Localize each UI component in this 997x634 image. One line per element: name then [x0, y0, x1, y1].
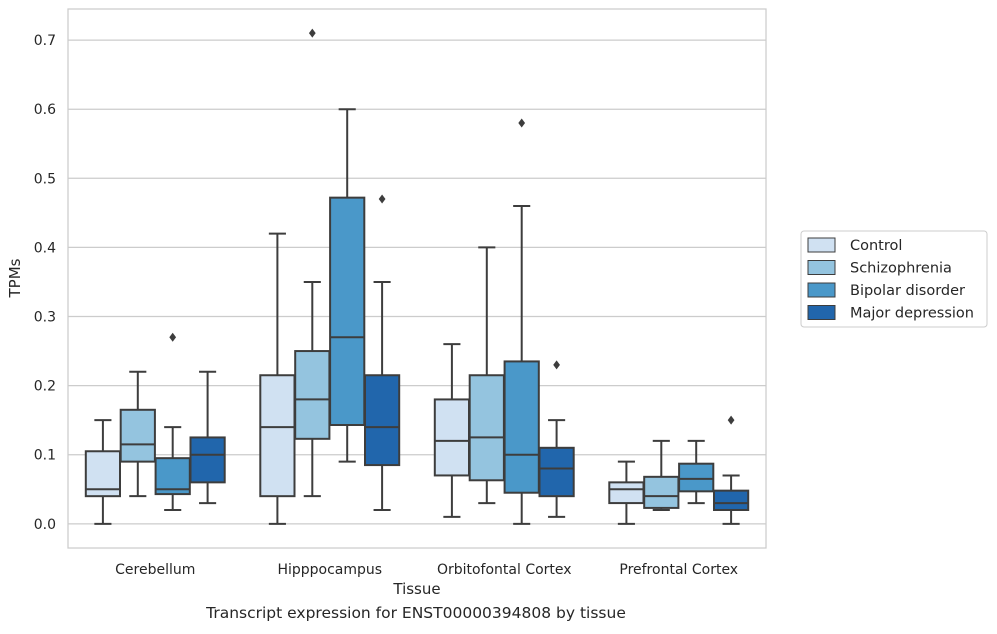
x-tick-label: Cerebellum [115, 562, 195, 578]
legend-label: Major depression [850, 306, 974, 322]
y-axis-label: TPMs [6, 258, 24, 298]
box-series [84, 28, 750, 525]
x-tick-label: Orbitofontal Cortex [437, 562, 572, 578]
x-axis-label: Tissue [392, 580, 440, 598]
box [119, 370, 156, 498]
box-body [329, 196, 366, 426]
outlier-point [727, 415, 735, 425]
y-tick-label: 0.7 [34, 33, 56, 49]
series-group [189, 194, 750, 525]
box-body [363, 374, 401, 467]
legend: Control Schizophrenia Bipolar disorder Majo… [800, 230, 988, 328]
box-body [538, 446, 575, 498]
box-body [678, 462, 715, 493]
y-tick-label: 0.0 [34, 517, 56, 533]
outlier-point [553, 360, 560, 370]
x-tick-label: Prefrontal Cortex [619, 562, 738, 578]
box [678, 439, 715, 505]
outlier-point [378, 194, 386, 204]
box-body [468, 374, 505, 482]
box [503, 118, 540, 525]
series-group [154, 108, 715, 525]
box [154, 332, 191, 511]
plot-frame [67, 8, 767, 549]
box [643, 439, 680, 511]
legend-item: Control [807, 237, 902, 254]
legend-item: Schizophrenia [807, 260, 952, 277]
x-tick-label: Hipppocampus [277, 562, 382, 578]
legend-swatch [807, 305, 836, 320]
legend-swatch [807, 260, 836, 275]
box-body [294, 350, 331, 440]
legend-frame [800, 230, 988, 328]
box [538, 360, 575, 518]
outlier-point [518, 118, 526, 128]
box-body [608, 481, 645, 505]
box-body [503, 360, 540, 494]
y-tick-label: 0.2 [34, 379, 56, 395]
box-body [643, 475, 680, 509]
y-axis-ticks: 0.0 0.1 0.2 0.3 0.4 0.5 0.6 0.7 [34, 33, 56, 533]
box-body [712, 489, 750, 511]
box-body [119, 408, 156, 463]
box [468, 246, 505, 505]
outlier-point [308, 28, 316, 38]
legend-item: Bipolar disorder [807, 282, 965, 299]
gridlines [68, 39, 766, 525]
box [363, 194, 401, 511]
legend-label: Bipolar disorder [850, 283, 965, 299]
box [608, 460, 645, 525]
legend-label: Control [850, 238, 902, 254]
box [189, 370, 226, 505]
outlier-point [169, 332, 177, 342]
y-tick-label: 0.5 [34, 171, 56, 187]
y-tick-label: 0.4 [34, 240, 56, 256]
box-body [259, 374, 296, 498]
legend-swatch [807, 237, 836, 253]
box [259, 232, 296, 525]
box [329, 108, 366, 463]
y-tick-label: 0.6 [34, 102, 56, 118]
legend-item: Major depression [807, 305, 974, 322]
box-body [189, 436, 226, 484]
box [84, 419, 122, 525]
box [712, 415, 750, 525]
y-tick-label: 0.3 [34, 310, 56, 326]
legend-swatch [807, 282, 836, 298]
box-body [433, 398, 471, 477]
y-tick-label: 0.1 [34, 448, 56, 464]
series-group [119, 28, 680, 511]
box [433, 343, 471, 518]
figure-caption: Transcript expression for ENST0000039480… [206, 604, 626, 622]
x-axis-ticks: Cerebellum Hipppocampus Orbitofontal Corte… [115, 562, 738, 578]
box [294, 28, 331, 498]
series-group [84, 232, 645, 525]
legend-label: Schizophrenia [850, 261, 952, 277]
